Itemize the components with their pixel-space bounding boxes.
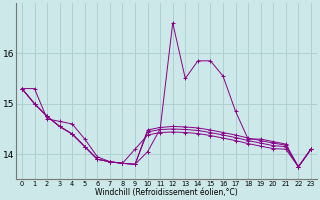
X-axis label: Windchill (Refroidissement éolien,°C): Windchill (Refroidissement éolien,°C) (95, 188, 238, 197)
